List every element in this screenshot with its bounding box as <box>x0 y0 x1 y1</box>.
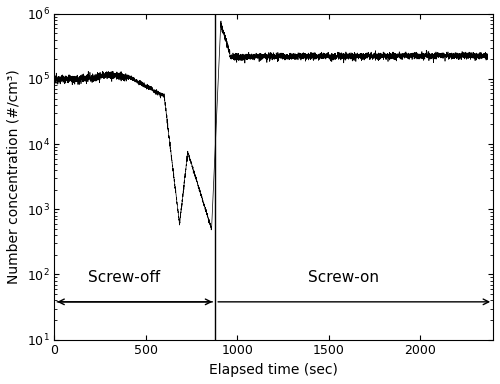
Text: Screw-off: Screw-off <box>88 270 160 285</box>
Text: Screw-on: Screw-on <box>308 270 378 285</box>
X-axis label: Elapsed time (sec): Elapsed time (sec) <box>210 363 338 377</box>
Y-axis label: Number concentration (#/cm³): Number concentration (#/cm³) <box>7 70 21 284</box>
